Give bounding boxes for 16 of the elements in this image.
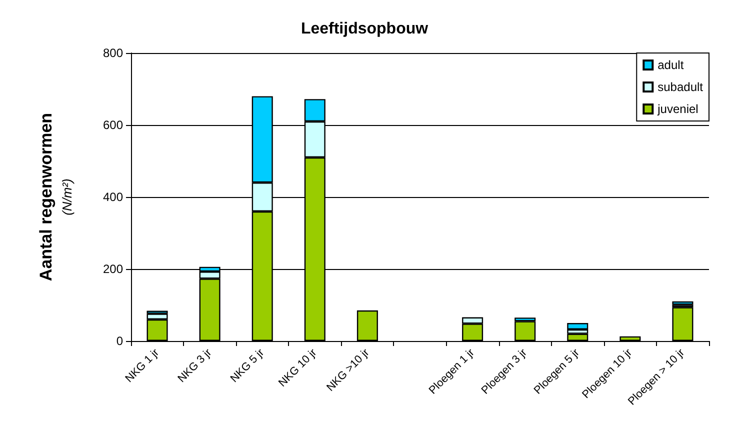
y-tick-label: 200 [102, 262, 124, 276]
legend-label: subadult [658, 80, 704, 94]
y-tick-label: 800 [102, 46, 124, 60]
chart-title: Leeftijdsopbouw [300, 20, 429, 38]
bar [620, 336, 641, 341]
bar [514, 321, 536, 341]
y-axis-title: Aantal regenwormen (N/m²) [36, 112, 74, 282]
y-tick-label: 600 [102, 118, 124, 132]
bar [356, 310, 378, 341]
bar [672, 301, 694, 305]
bar [672, 307, 694, 341]
legend-label: juveniel [656, 102, 698, 116]
y-tick-label: 0 [116, 334, 124, 348]
y-tick-label: 400 [102, 190, 124, 204]
legend-label: adult [658, 58, 684, 72]
bar [567, 334, 588, 341]
